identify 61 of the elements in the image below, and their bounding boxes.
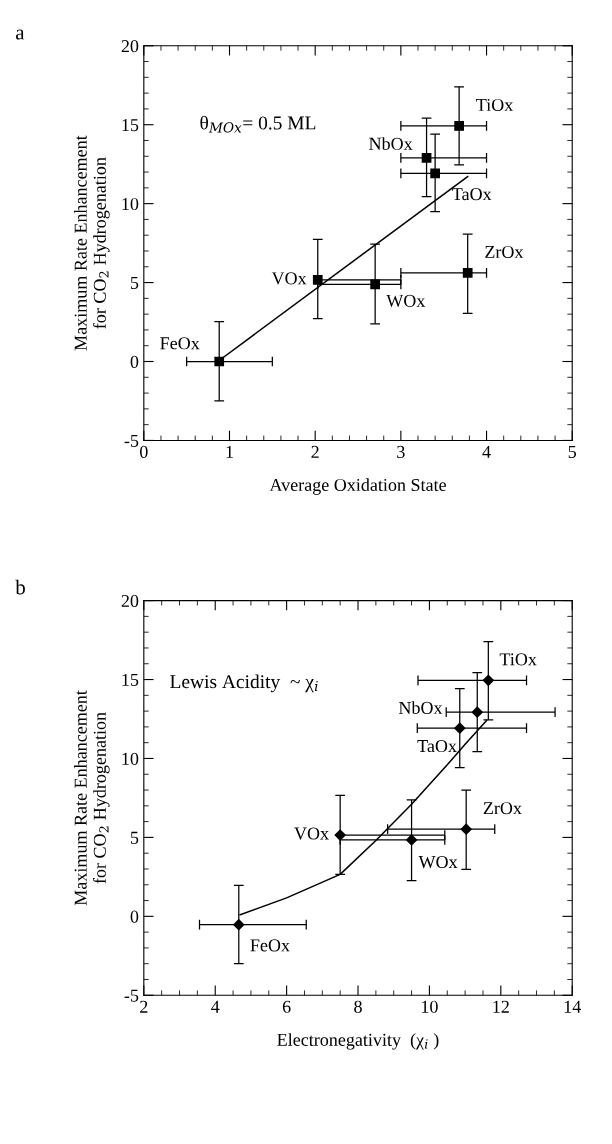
x-tick-label: 2 bbox=[140, 1000, 148, 1013]
point bbox=[233, 919, 245, 931]
point bbox=[460, 823, 472, 835]
annotation: VOx bbox=[271, 272, 307, 285]
y-tick-label: 0 bbox=[130, 910, 139, 923]
x-tick-label: 2 bbox=[311, 445, 319, 458]
x-tick-label: 4 bbox=[211, 1000, 220, 1013]
y-tick-label: -5 bbox=[124, 434, 139, 447]
point bbox=[471, 706, 483, 718]
annotation: WOx bbox=[386, 294, 426, 307]
x-tick-label: 10 bbox=[421, 1000, 438, 1013]
y-tick-label: 20 bbox=[121, 40, 139, 53]
annotation: θ$_{MOx}$= 0.5 ML bbox=[200, 115, 316, 133]
point bbox=[430, 168, 440, 179]
x-axis-title: Electronegativity (χ$_{i}$ ) bbox=[277, 1033, 439, 1050]
y-tick-label: 15 bbox=[122, 119, 139, 132]
annotation: TaOx bbox=[452, 188, 492, 201]
point bbox=[370, 279, 381, 290]
x-tick-label: 1 bbox=[226, 445, 233, 458]
x-tick-label: 12 bbox=[493, 1000, 509, 1013]
y-tick-label: 5 bbox=[130, 831, 139, 844]
point bbox=[405, 834, 418, 846]
y-tick-label: 10 bbox=[122, 752, 139, 765]
point bbox=[334, 829, 346, 841]
point bbox=[454, 722, 466, 734]
annotation: FeOx bbox=[250, 939, 290, 952]
annotation: NbOx bbox=[369, 137, 413, 150]
y-tick-label: 20 bbox=[121, 594, 139, 608]
x-tick-label: 3 bbox=[397, 445, 405, 459]
point bbox=[312, 275, 323, 285]
annotation: Lewis Acidity ~ χ$_{i}$ bbox=[170, 674, 318, 693]
x-tick-label: 6 bbox=[282, 1000, 291, 1013]
x-tick-label: 14 bbox=[564, 1000, 581, 1013]
point bbox=[214, 356, 225, 367]
annotation: TiOx bbox=[499, 653, 537, 666]
annotation: VOx bbox=[294, 827, 329, 840]
y-tick-label: -5 bbox=[124, 989, 139, 1002]
y-tick-label: 0 bbox=[130, 355, 139, 368]
chart-title: b bbox=[15, 579, 25, 595]
x-axis-title: Average Oxidation State bbox=[269, 478, 446, 495]
chart-title: a bbox=[16, 29, 25, 40]
y-tick-label: 5 bbox=[130, 277, 139, 290]
annotation: WOx bbox=[418, 855, 458, 869]
point bbox=[462, 268, 473, 278]
x-tick-label: 0 bbox=[139, 445, 148, 459]
y-axis-title: Maximum Rate Enhancement for CO$_{2}$ Hydrogenation bbox=[74, 690, 110, 906]
annotation: ZrOx bbox=[483, 802, 522, 815]
y-tick-label: 15 bbox=[122, 673, 139, 686]
point bbox=[421, 152, 432, 163]
point bbox=[454, 121, 464, 131]
annotation: TaOx bbox=[417, 739, 457, 753]
x-tick-label: 5 bbox=[568, 446, 577, 459]
x-tick-label: 4 bbox=[482, 445, 491, 458]
annotation: NbOx bbox=[398, 701, 443, 714]
point bbox=[482, 674, 494, 686]
y-tick-label: 10 bbox=[122, 197, 139, 211]
annotation: FeOx bbox=[160, 337, 200, 350]
y-axis-title: Maximum Rate Enhancement for CO$_{2}$ Hydrogenation bbox=[74, 135, 110, 351]
x-tick-label: 8 bbox=[354, 1000, 362, 1013]
annotation: ZrOx bbox=[485, 245, 524, 259]
annotation: TiOx bbox=[476, 98, 514, 112]
